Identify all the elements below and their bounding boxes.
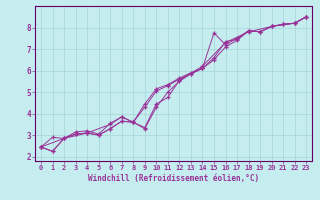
X-axis label: Windchill (Refroidissement éolien,°C): Windchill (Refroidissement éolien,°C) bbox=[88, 174, 259, 183]
